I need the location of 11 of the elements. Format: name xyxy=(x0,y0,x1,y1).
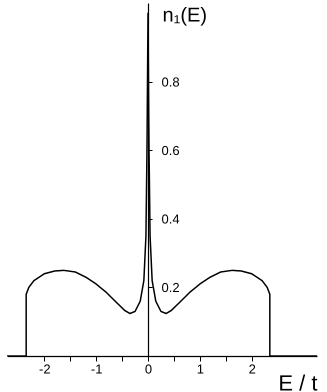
x-tick-label: 2 xyxy=(248,362,256,376)
x-tick-label: -2 xyxy=(39,362,51,376)
x-tick-label: -1 xyxy=(90,362,102,376)
x-axis-title: E / t xyxy=(278,370,318,392)
y-tick-label: 0.6 xyxy=(162,142,180,158)
y-tick-label: 0.8 xyxy=(162,74,180,90)
y-tick-label: 0.2 xyxy=(162,280,180,295)
y-tick-label: 0.4 xyxy=(162,211,180,226)
x-tick-label: 1 xyxy=(196,362,204,376)
y-axis-title: n₁(E) xyxy=(162,4,208,26)
x-tick-label: 0 xyxy=(144,362,152,376)
